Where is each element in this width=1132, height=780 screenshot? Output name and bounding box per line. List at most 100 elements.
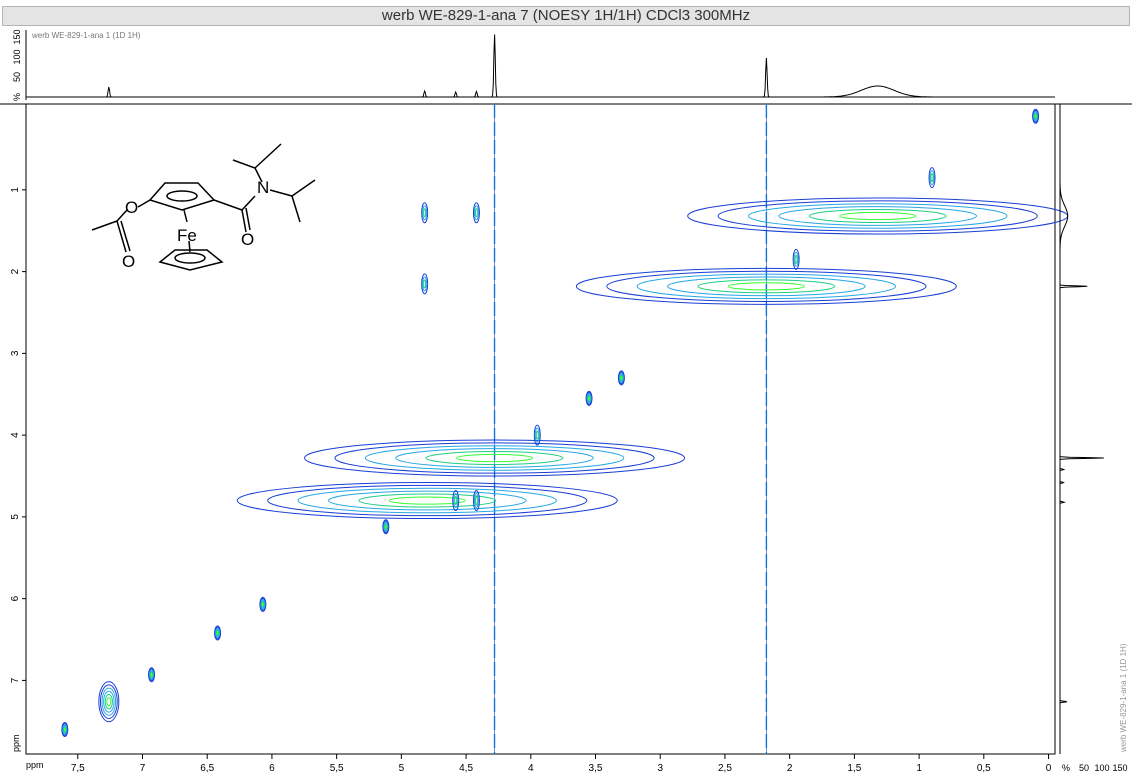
diagonal-peak-contour (216, 631, 219, 635)
right-projection-spectrum (1059, 104, 1104, 754)
right-projection-tick-label: % (1062, 763, 1070, 773)
cp-ring-bottom (158, 249, 224, 271)
diagonal-peak-contour (778, 206, 977, 226)
right-projection: werb WE-829-1-ana 1 (1D 1H) (1059, 104, 1128, 754)
bond-ipr2-me1 (291, 179, 316, 197)
right-projection-tick-label: 50 (1079, 763, 1089, 773)
cp-ring-bottom-circle (174, 252, 206, 264)
top-projection: werb WE-829-1-ana 1 (1D 1H) % 50 100 150 (12, 29, 1055, 101)
y-tick-label: 4 (10, 432, 21, 438)
x-tick-label: 2 (787, 763, 793, 774)
bond-n-ipr1 (254, 167, 263, 183)
diagonal-peak-contour (334, 442, 655, 474)
top-projection-tick-label: 100 (12, 49, 22, 64)
atom-fe: Fe (177, 226, 197, 245)
bond-amide-co-2 (245, 207, 251, 231)
bond-o-acyl (116, 209, 128, 222)
x-tick-label: 7 (140, 763, 146, 774)
right-projection-tick-label: 100 (1094, 763, 1109, 773)
cross-peak-contour (422, 205, 428, 221)
diagonal-peak-contour (575, 267, 957, 305)
atom-o-amide: O (241, 230, 254, 249)
diagonal-peak-contour (106, 697, 112, 707)
cross-peak-contour (535, 430, 539, 440)
cross-peak-contour (928, 167, 936, 189)
plot-frame (25, 103, 1056, 755)
bond-acyl-carbonyl-2 (120, 220, 131, 252)
right-projection-tick-label: 150 (1112, 763, 1127, 773)
diagonal-peak-contour (606, 270, 927, 302)
atom-o-acyl: O (122, 252, 135, 271)
diagonal-peak-contour (395, 448, 594, 468)
cross-peak-contour (533, 424, 541, 446)
cross-peak-contour (421, 273, 429, 295)
diagonal-peak-contour (636, 273, 897, 300)
bond-acyl-methyl (91, 220, 118, 231)
bond-ipr2-me2 (291, 195, 301, 223)
x-tick-label: 3 (657, 763, 663, 774)
x-axis: 7,5 7 6,5 6 5,5 5 4,5 4 3,5 3 2,5 2 1,5 1 0,5 0 (71, 754, 1052, 774)
cross-peak-contour (793, 251, 799, 267)
right-projection-ticks: % 50 100 150 (1062, 763, 1128, 773)
top-projection-tick-label: 150 (12, 29, 22, 44)
diagonal-peak-contour (747, 203, 1008, 229)
cross-peak-contour (473, 205, 479, 221)
cross-peak-contour (453, 493, 459, 509)
y-tick-label: 5 (10, 514, 21, 520)
x-tick-label: 6 (269, 763, 275, 774)
bond-acyl-carbonyl (116, 220, 127, 253)
cross-peak-contour (472, 490, 480, 512)
diagonal-peak-contour (261, 602, 264, 607)
cross-peak-contour (452, 490, 460, 512)
diagonal-peak-contour (456, 453, 534, 463)
top-projection-spectrum (26, 34, 1055, 98)
x-tick-label: 1,5 (847, 763, 861, 774)
diagonal-peak-contour (808, 209, 947, 223)
contour-layer (61, 104, 1069, 754)
cross-peak-contour (794, 254, 798, 264)
diagonal-peak-contour (304, 439, 686, 477)
diagonal-peak-contour (103, 690, 115, 713)
cross-peak-contour (930, 173, 934, 183)
x-tick-label: 3,5 (589, 763, 603, 774)
diagonal-peak-contour (697, 279, 836, 294)
x-tick-label: 5,5 (330, 763, 344, 774)
x-tick-label: 0,5 (977, 763, 991, 774)
bond-n-ipr2 (269, 189, 293, 197)
cp-ring-top (148, 182, 216, 211)
diagonal-peak-contour (388, 496, 466, 505)
bond-ipr1-me2 (254, 143, 282, 169)
cross-peak-contour (792, 248, 800, 270)
cross-peak-contour (474, 208, 478, 218)
y-tick-label: 3 (10, 350, 21, 356)
x-tick-label: 2,5 (718, 763, 732, 774)
top-projection-tick-label: % (12, 93, 22, 101)
structure-labels: Fe N O O O (122, 178, 269, 271)
x-tick-label: 6,5 (200, 763, 214, 774)
cross-peak-contour (454, 496, 458, 506)
bond-amide-co (241, 209, 247, 233)
cross-peak-contour (534, 427, 540, 443)
diagonal-peak-contour (384, 524, 387, 529)
cross-peak-contour (423, 279, 427, 289)
cross-peak-contour (472, 202, 480, 224)
diagonal-peak-contour (327, 490, 527, 511)
x-tick-label: 5 (399, 763, 405, 774)
chart-title: werb WE-829-1-ana 7 (NOESY 1H/1H) CDCl3 … (2, 6, 1130, 26)
cross-peak-contour (473, 493, 479, 509)
cp-ring-top-circle (166, 190, 198, 202)
diagonal-peak-contour (358, 493, 497, 508)
diagonal-peak-contour (1034, 114, 1037, 119)
fe-bond-top (183, 209, 188, 223)
bond-ipr1-me1 (232, 159, 256, 169)
x-tick-label: 4 (528, 763, 534, 774)
chemical-structure (91, 143, 316, 271)
cross-peak-contour (423, 208, 427, 218)
x-tick-label: 7,5 (71, 763, 85, 774)
diagonal-peak-contour (236, 482, 618, 520)
diagonal-peak-contour (425, 451, 564, 466)
diagonal-peak-contour (620, 375, 623, 380)
diagonal-peak-contour (297, 487, 557, 514)
right-projection-label: werb WE-829-1-ana 1 (1D 1H) (1119, 643, 1128, 753)
